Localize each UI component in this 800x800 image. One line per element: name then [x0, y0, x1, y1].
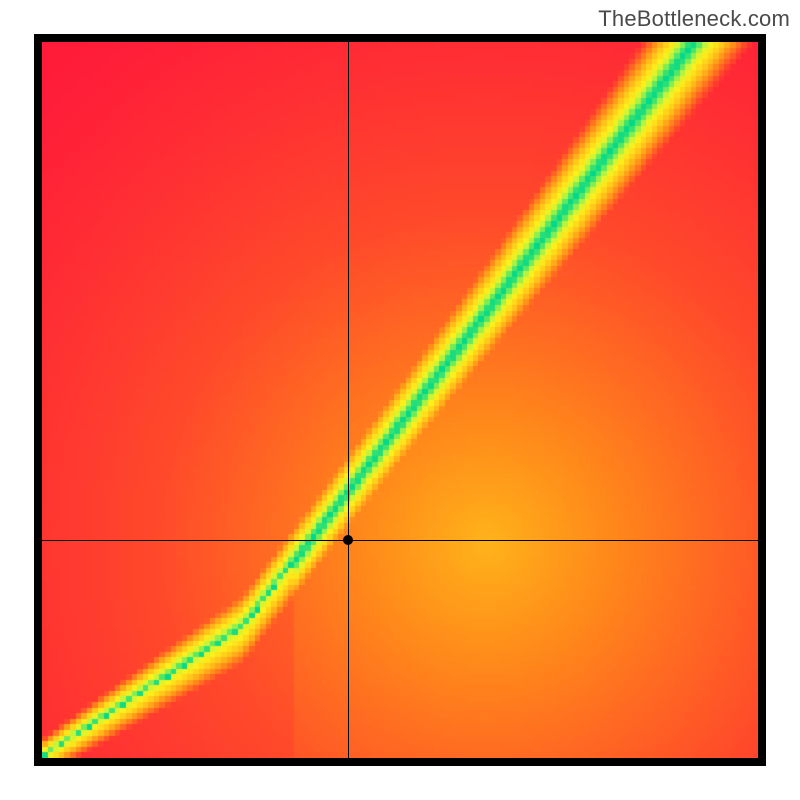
- heatmap-canvas: [42, 42, 758, 758]
- plot-border: [34, 34, 766, 766]
- marker-dot: [343, 535, 353, 545]
- crosshair-horizontal: [42, 540, 758, 541]
- plot-area: [42, 42, 758, 758]
- chart-wrapper: TheBottleneck.com: [0, 0, 800, 800]
- watermark-text: TheBottleneck.com: [598, 6, 790, 32]
- crosshair-vertical: [348, 42, 349, 758]
